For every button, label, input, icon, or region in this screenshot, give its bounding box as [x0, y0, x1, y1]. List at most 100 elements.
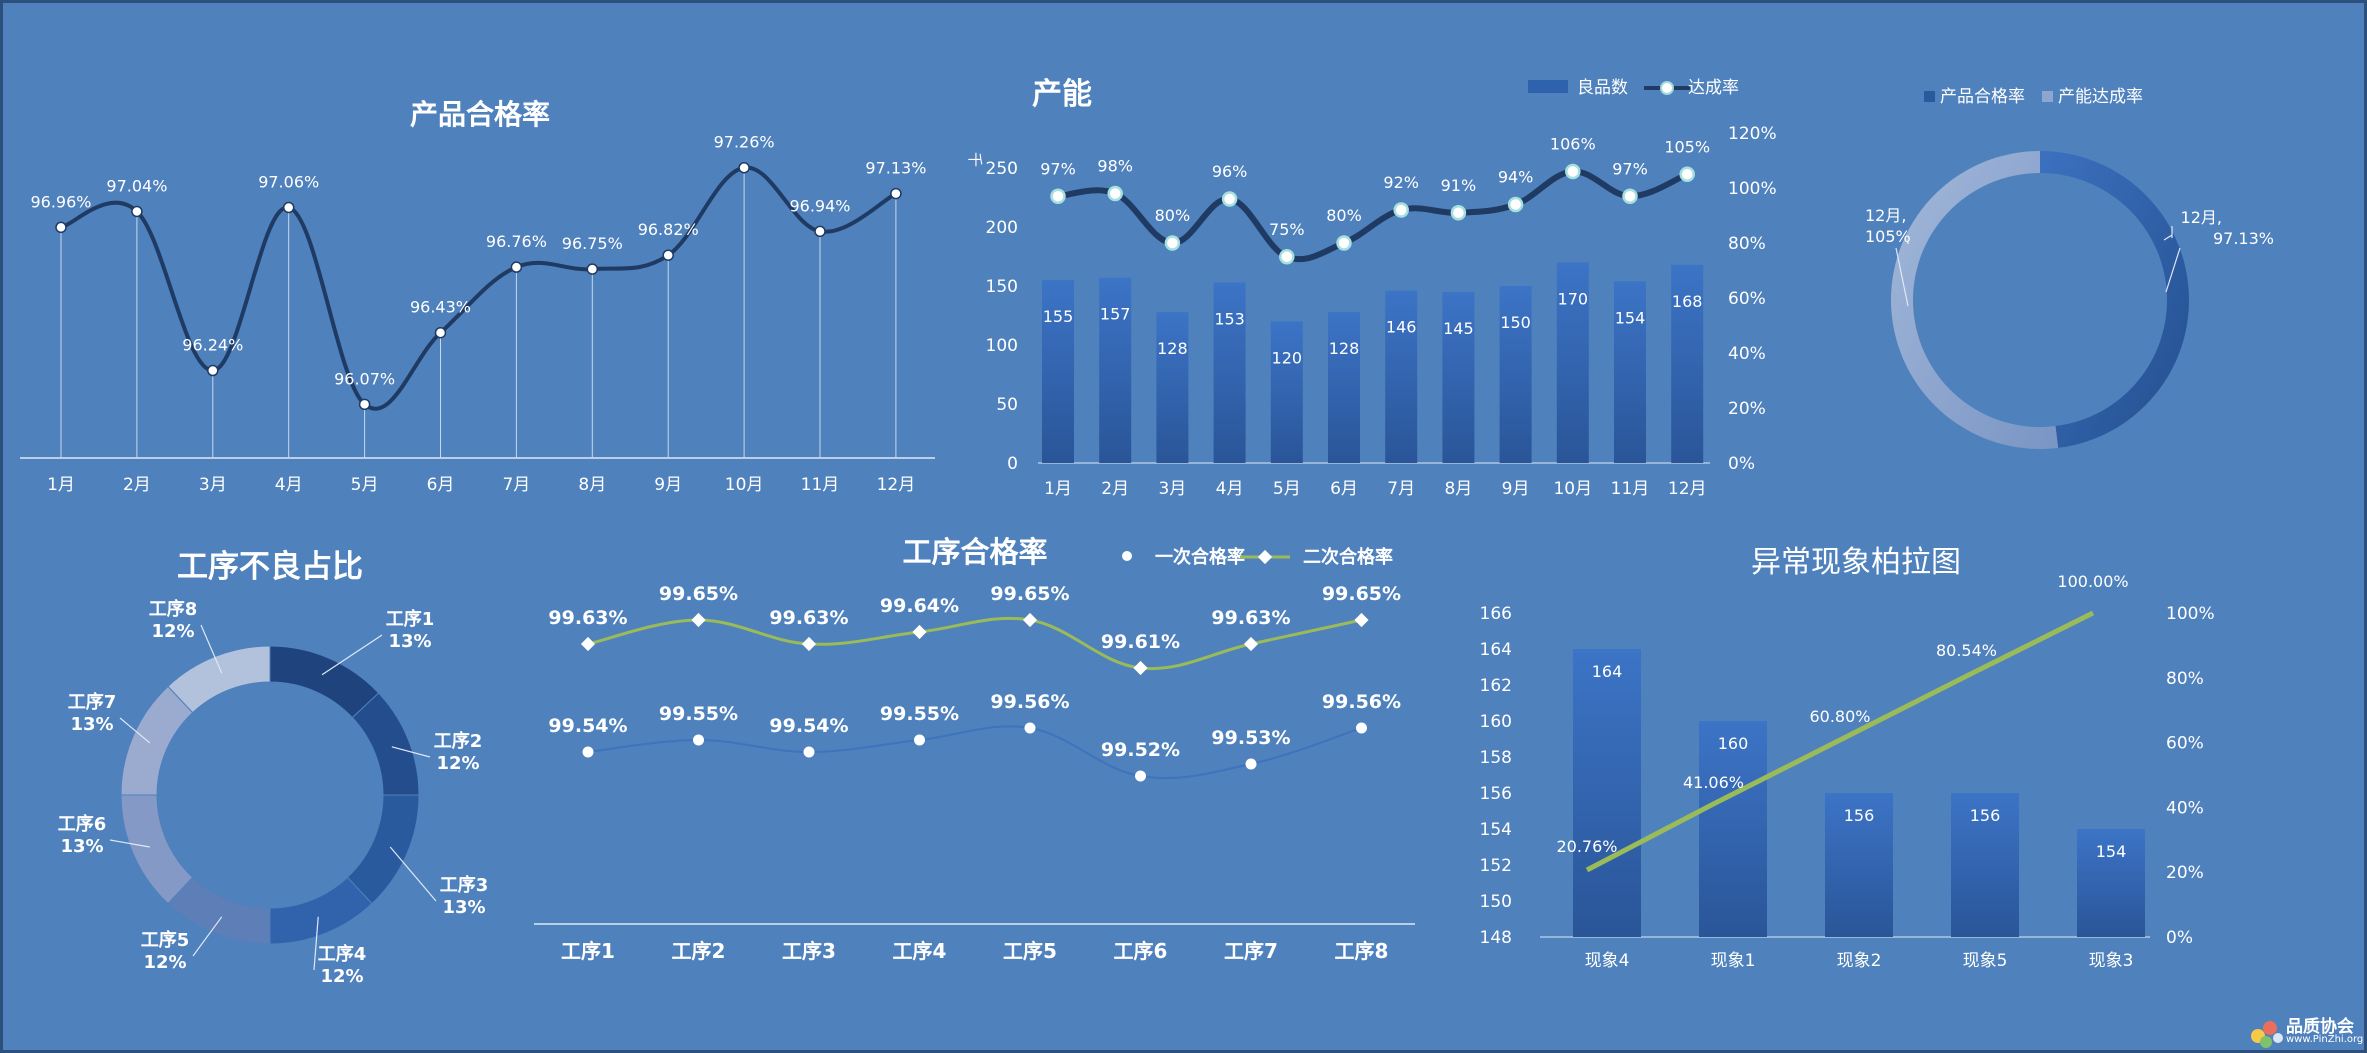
capacity-legend-line-marker	[1660, 81, 1674, 95]
defect-label-name: 工序6	[58, 813, 107, 835]
quality-point	[131, 205, 143, 218]
process-first-label: 99.56%	[1322, 691, 1401, 713]
capacity-bar-label: 153	[1214, 309, 1245, 328]
pareto-y-right-tick: 60%	[2166, 734, 2204, 754]
capacity-bar-label: 120	[1272, 348, 1303, 367]
process-first-point	[1024, 722, 1036, 734]
process-first-point	[582, 746, 594, 758]
pareto-cumulative-line	[1585, 610, 2095, 873]
process-second-point	[1022, 612, 1038, 628]
defect-leader-line	[389, 846, 437, 902]
process-second-label: 99.65%	[990, 583, 1069, 605]
pareto-bar-label: 160	[1718, 734, 1749, 753]
capacity-bar	[1385, 290, 1418, 463]
quality-point	[890, 187, 902, 200]
donut-label-left-line2: 105%	[1865, 227, 1911, 246]
capacity-bar-label: 150	[1500, 313, 1531, 332]
capacity-y-left-tick: 150	[986, 277, 1018, 297]
process-rate-chart: 工序合格率 一次合格率 二次合格率 99.54% 99.55% 99.54% 99.5…	[534, 535, 1415, 963]
pareto-y-right-tick: 0%	[2166, 928, 2193, 948]
defect-leader-line	[200, 624, 223, 674]
process-second-rate-line	[587, 616, 1362, 671]
donut-slice	[1891, 151, 2059, 449]
defect-leader-line	[391, 746, 431, 758]
capacity-x-tick: 11月	[1611, 479, 1650, 499]
quality-x-tick: 8月	[578, 475, 606, 495]
quality-point	[662, 249, 674, 261]
pareto-bar-label: 156	[1970, 806, 2001, 825]
defect-label-pct: 12%	[143, 952, 186, 973]
process-second-label: 99.65%	[1322, 583, 1401, 605]
pareto-y-right-tick: 80%	[2166, 669, 2204, 689]
capacity-y-right-tick: 40%	[1728, 344, 1766, 364]
donut-label-right-line2: 97.13%	[2213, 229, 2274, 248]
pareto-y-left-tick: 154	[1480, 820, 1512, 840]
process-first-rate-line	[587, 725, 1362, 780]
defect-label-pct: 13%	[60, 836, 103, 857]
defect-label-name: 工序5	[141, 929, 190, 951]
pareto-bar	[1825, 793, 1893, 937]
defect-label-pct: 12%	[436, 753, 479, 774]
defect-label-pct: 13%	[70, 714, 113, 735]
capacity-bar-label: 157	[1100, 305, 1131, 324]
pareto-x-tick: 现象3	[2089, 951, 2134, 971]
quality-data-label: 96.82%	[638, 220, 699, 239]
quality-rate-line	[60, 165, 897, 411]
process-legend-marker-2	[1257, 549, 1273, 565]
donut-slice	[2040, 151, 2189, 448]
capacity-rate-point	[1107, 185, 1123, 202]
capacity-rate-point	[1336, 235, 1352, 251]
capacity-rate-label: 75%	[1269, 220, 1305, 239]
capacity-x-tick: 10月	[1553, 479, 1592, 499]
capacity-y-left-tick: 250	[986, 159, 1018, 179]
quality-point	[282, 201, 295, 214]
pareto-title: 异常现象柏拉图	[1751, 545, 1961, 580]
quality-data-label: 96.07%	[334, 369, 395, 388]
donut-legend-label-2: 产能达成率	[2058, 87, 2143, 107]
capacity-bar	[1328, 311, 1360, 463]
capacity-rate-point	[1050, 188, 1066, 204]
capacity-bar-label: 128	[1329, 339, 1360, 358]
process-legend-label-1: 一次合格率	[1155, 546, 1245, 568]
process-first-label: 99.53%	[1211, 727, 1290, 749]
defect-slice	[346, 794, 420, 905]
capacity-y-left-tick: 0	[1007, 454, 1018, 474]
quality-x-tick: 9月	[654, 475, 682, 495]
process-first-point	[693, 734, 704, 746]
defect-ratio-title: 工序不良占比	[177, 549, 363, 585]
pareto-cumulative-label: 100.00%	[2057, 572, 2128, 591]
quality-point	[586, 263, 599, 275]
pareto-chart: 异常现象柏拉图 148 150 152 154 156 158 160 162 164 166 0%…	[1480, 545, 2215, 971]
capacity-bar	[1156, 311, 1189, 463]
process-second-point	[580, 636, 596, 652]
pareto-x-tick: 现象2	[1837, 951, 1882, 971]
quality-rate-title: 产品合格率	[410, 98, 550, 131]
capacity-y-right-tick: 20%	[1728, 399, 1766, 419]
defect-label-name: 工序3	[440, 874, 489, 896]
process-legend-marker-1	[1122, 551, 1132, 561]
process-x-tick: 工序1	[561, 939, 615, 963]
capacity-bar	[1499, 286, 1532, 463]
quality-rate-chart: 产品合格率 96.96% 97.04% 96.24% 97.06% 96.07% 96.4…	[20, 98, 935, 495]
capacity-x-tick: 1月	[1044, 479, 1072, 499]
capacity-rate-label: 94%	[1498, 168, 1534, 187]
capacity-y-left-tick: 50	[996, 395, 1018, 415]
quality-x-tick: 3月	[199, 475, 227, 495]
quality-point	[738, 161, 750, 174]
capacity-rate-point	[1507, 196, 1524, 213]
defect-ratio-chart: 工序不良占比 工序113%工序212%工序313%工序412%工序512%工序6…	[58, 549, 489, 987]
capacity-x-tick: 12月	[1668, 479, 1707, 499]
process-second-point	[1243, 636, 1259, 652]
capacity-bar	[1099, 277, 1132, 463]
defect-label-pct: 12%	[151, 621, 194, 642]
process-first-label: 99.54%	[769, 715, 848, 737]
pareto-bar	[2077, 829, 2145, 937]
pareto-cumulative-label: 60.80%	[1809, 707, 1870, 726]
pareto-y-right-tick: 40%	[2166, 798, 2204, 818]
process-x-tick: 工序2	[672, 939, 726, 963]
capacity-x-tick: 7月	[1387, 479, 1415, 499]
pareto-bar-label: 164	[1592, 662, 1623, 681]
process-first-label: 99.54%	[548, 715, 627, 737]
quality-x-tick: 1月	[47, 475, 75, 495]
capacity-bar-label: 170	[1558, 289, 1589, 308]
